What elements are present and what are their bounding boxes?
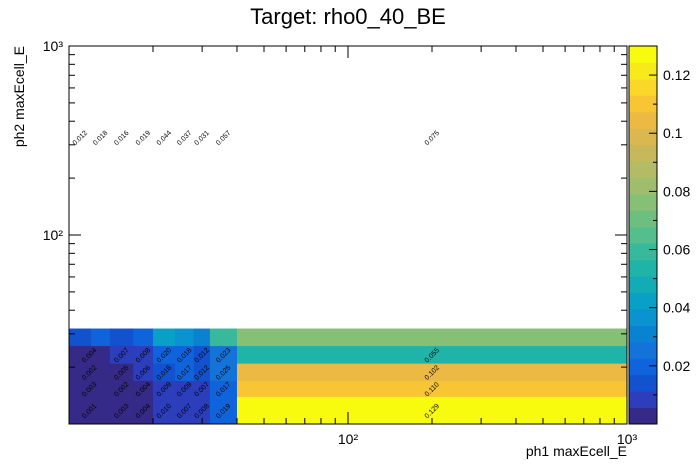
colorbar-segment xyxy=(629,292,657,310)
colorbar-segment xyxy=(629,111,657,129)
heatmap-cell xyxy=(193,396,211,425)
heatmap-cell xyxy=(175,363,195,381)
colorbar-tick-label: 0.1 xyxy=(663,125,683,141)
heatmap-cell xyxy=(133,380,154,397)
y-tick-label: 10² xyxy=(43,227,64,243)
heatmap-cell xyxy=(175,345,195,364)
heatmap-cell xyxy=(209,396,238,425)
heatmap-cell xyxy=(193,328,211,347)
colorbar-segment xyxy=(629,78,657,96)
colorbar-segment xyxy=(629,341,657,359)
x-tick-label: 10³ xyxy=(617,431,638,447)
colorbar-segment xyxy=(629,391,657,409)
cell-value-label: 0.019 xyxy=(135,130,152,147)
heatmap-cell xyxy=(109,396,134,425)
heatmap-cell xyxy=(175,380,195,397)
colorbar-segment xyxy=(629,276,657,294)
heatmap-cell xyxy=(69,328,92,347)
colorbar-segment xyxy=(629,374,657,392)
heatmap-cell xyxy=(69,345,111,364)
colorbar-tick-label: 0.02 xyxy=(663,358,690,374)
colorbar-segment xyxy=(629,46,657,63)
colorbar-segment xyxy=(629,226,657,244)
cell-value-label: 0.031 xyxy=(194,130,211,147)
heatmap-cell xyxy=(193,345,211,364)
cell-value-label: 0.075 xyxy=(424,130,441,147)
heatmap-cell xyxy=(133,396,154,425)
heatmap-cell xyxy=(91,328,111,347)
heatmap-cell xyxy=(109,363,134,381)
colorbar-tick-label: 0.08 xyxy=(663,183,690,199)
heatmap-cell xyxy=(133,345,154,364)
heatmap-cell xyxy=(193,363,211,381)
heatmap-cell xyxy=(152,345,176,364)
heatmap-cell xyxy=(236,328,628,347)
heatmap-cell xyxy=(109,328,134,347)
x-axis-label: ph1 maxEcell_E xyxy=(526,443,627,459)
colorbar: 0.02 0.04 0.06 0.08 0.1 0.12 xyxy=(628,45,690,425)
heatmap-cell xyxy=(193,380,211,397)
heatmap-cells xyxy=(69,328,628,425)
heatmap-cell xyxy=(175,328,195,347)
heatmap-cell xyxy=(152,396,176,425)
colorbar-frame xyxy=(628,45,658,425)
colorbar-segment xyxy=(629,62,657,80)
y-axis-label: ph2 maxEcell_E xyxy=(11,46,27,147)
heatmap-cell xyxy=(152,328,176,347)
y-tick-label: 10³ xyxy=(43,38,64,54)
colorbar-segment xyxy=(629,407,657,425)
heatmap-cell xyxy=(209,345,238,364)
colorbar-segment xyxy=(629,358,657,376)
chart-title: Target: rho0_40_BE xyxy=(250,4,446,29)
heatmap-cell xyxy=(209,380,238,397)
colorbar-tick-label: 0.12 xyxy=(663,67,690,83)
cell-value-label: 0.037 xyxy=(176,130,193,147)
colorbar-segment xyxy=(629,308,657,326)
colorbar-segment xyxy=(629,177,657,195)
heatmap-cell xyxy=(236,345,628,364)
colorbar-tick-label: 0.04 xyxy=(663,300,690,316)
colorbar-segment xyxy=(629,210,657,228)
colorbar-tick-label: 0.06 xyxy=(663,242,690,258)
colorbar-segment xyxy=(629,259,657,277)
heatmap-cell xyxy=(109,380,134,397)
heatmap-cell xyxy=(133,363,154,381)
heatmap-cell xyxy=(236,380,628,397)
cell-value-label: 0.044 xyxy=(156,130,173,147)
colorbar-segment xyxy=(629,325,657,343)
heatmap-cell xyxy=(69,396,111,425)
heatmap-cell xyxy=(152,380,176,397)
colorbar-segment xyxy=(629,243,657,261)
colorbar-segment xyxy=(629,128,657,146)
cell-value-label: 0.057 xyxy=(215,130,232,147)
cell-value-label: 0.016 xyxy=(113,130,130,147)
colorbar-segment xyxy=(629,144,657,162)
heatmap-cell xyxy=(69,363,111,381)
colorbar-segment xyxy=(629,161,657,178)
heatmap-cell xyxy=(109,345,134,364)
heatmap-cell xyxy=(69,380,111,397)
heatmap-cell xyxy=(209,328,238,347)
colorbar-segment xyxy=(629,95,657,113)
heatmap-cell xyxy=(152,363,176,381)
axis-ticks: 10² 10³ 10² 10³ xyxy=(43,38,638,447)
heatmap-cell xyxy=(133,328,154,347)
x-tick-label: 10² xyxy=(338,431,359,447)
heatmap-cell xyxy=(175,396,195,425)
heatmap-cell xyxy=(236,363,628,381)
cell-value-label: 0.018 xyxy=(92,130,109,147)
heatmap-cell xyxy=(209,363,238,381)
colorbar-segment xyxy=(629,193,657,211)
